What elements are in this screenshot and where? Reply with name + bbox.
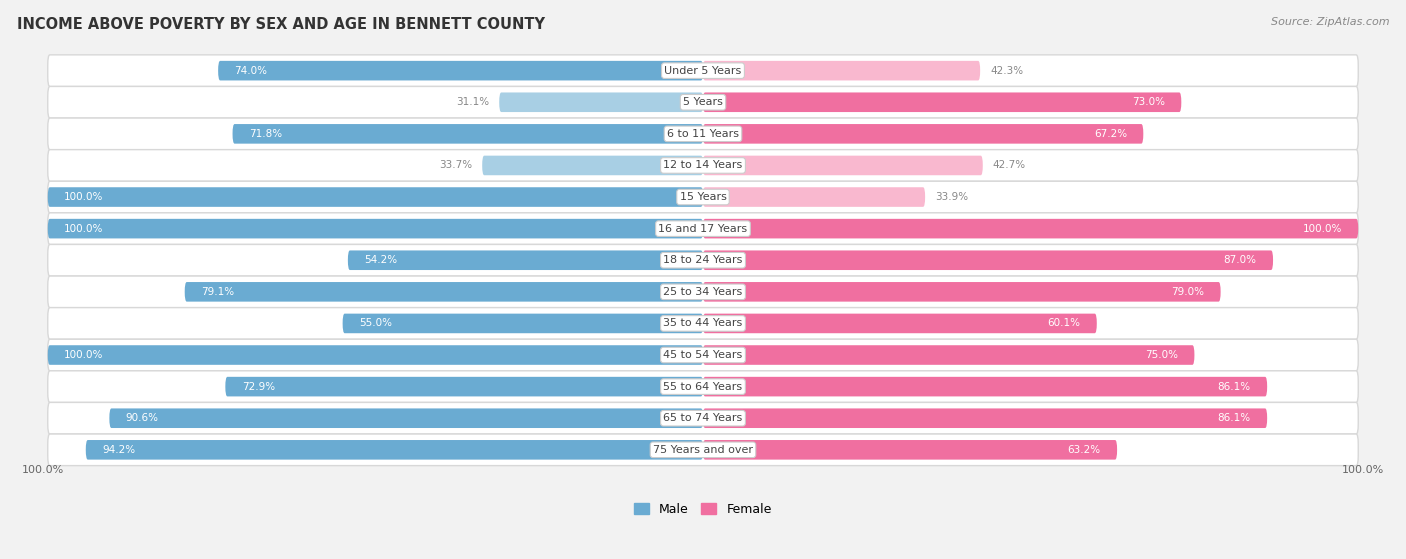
FancyBboxPatch shape [48,219,703,239]
Text: 74.0%: 74.0% [235,65,267,75]
FancyBboxPatch shape [48,213,1358,244]
Text: 67.2%: 67.2% [1094,129,1128,139]
Text: 100.0%: 100.0% [65,224,104,234]
FancyBboxPatch shape [703,155,983,175]
Text: 55.0%: 55.0% [359,319,392,329]
FancyBboxPatch shape [703,92,1181,112]
Text: 100.0%: 100.0% [1343,465,1385,475]
FancyBboxPatch shape [703,314,1097,333]
Text: 35 to 44 Years: 35 to 44 Years [664,319,742,329]
Text: 72.9%: 72.9% [242,382,274,392]
FancyBboxPatch shape [347,250,703,270]
Text: 42.7%: 42.7% [993,160,1026,170]
Text: 5 Years: 5 Years [683,97,723,107]
FancyBboxPatch shape [703,187,925,207]
Text: 42.3%: 42.3% [990,65,1024,75]
FancyBboxPatch shape [48,118,1358,150]
FancyBboxPatch shape [48,187,703,207]
Text: 75.0%: 75.0% [1144,350,1178,360]
Text: 33.9%: 33.9% [935,192,969,202]
FancyBboxPatch shape [48,276,1358,307]
FancyBboxPatch shape [703,409,1267,428]
Text: 54.2%: 54.2% [364,255,398,265]
FancyBboxPatch shape [48,150,1358,181]
Text: 73.0%: 73.0% [1132,97,1166,107]
FancyBboxPatch shape [703,440,1118,459]
Text: 60.1%: 60.1% [1047,319,1080,329]
Text: 86.1%: 86.1% [1218,382,1251,392]
FancyBboxPatch shape [110,409,703,428]
Text: 86.1%: 86.1% [1218,413,1251,423]
FancyBboxPatch shape [703,282,1220,302]
Text: 100.0%: 100.0% [1302,224,1341,234]
Text: 31.1%: 31.1% [457,97,489,107]
FancyBboxPatch shape [86,440,703,459]
FancyBboxPatch shape [499,92,703,112]
Text: 12 to 14 Years: 12 to 14 Years [664,160,742,170]
Text: 87.0%: 87.0% [1223,255,1257,265]
FancyBboxPatch shape [48,307,1358,339]
Text: 94.2%: 94.2% [103,445,135,455]
FancyBboxPatch shape [48,87,1358,118]
FancyBboxPatch shape [48,434,1358,466]
Text: 6 to 11 Years: 6 to 11 Years [666,129,740,139]
Text: Under 5 Years: Under 5 Years [665,65,741,75]
FancyBboxPatch shape [48,402,1358,434]
FancyBboxPatch shape [225,377,703,396]
Text: INCOME ABOVE POVERTY BY SEX AND AGE IN BENNETT COUNTY: INCOME ABOVE POVERTY BY SEX AND AGE IN B… [17,17,546,32]
Text: 100.0%: 100.0% [21,465,63,475]
Text: Source: ZipAtlas.com: Source: ZipAtlas.com [1271,17,1389,27]
Text: 63.2%: 63.2% [1067,445,1101,455]
FancyBboxPatch shape [48,55,1358,87]
FancyBboxPatch shape [48,244,1358,276]
FancyBboxPatch shape [48,345,703,365]
FancyBboxPatch shape [703,345,1195,365]
Text: 45 to 54 Years: 45 to 54 Years [664,350,742,360]
Text: 90.6%: 90.6% [125,413,159,423]
FancyBboxPatch shape [48,371,1358,402]
Text: 25 to 34 Years: 25 to 34 Years [664,287,742,297]
FancyBboxPatch shape [703,250,1272,270]
FancyBboxPatch shape [703,377,1267,396]
FancyBboxPatch shape [703,219,1358,239]
FancyBboxPatch shape [343,314,703,333]
Text: 100.0%: 100.0% [65,192,104,202]
FancyBboxPatch shape [48,181,1358,213]
Text: 100.0%: 100.0% [65,350,104,360]
FancyBboxPatch shape [482,155,703,175]
FancyBboxPatch shape [48,339,1358,371]
FancyBboxPatch shape [218,61,703,80]
Text: 75 Years and over: 75 Years and over [652,445,754,455]
Text: 65 to 74 Years: 65 to 74 Years [664,413,742,423]
FancyBboxPatch shape [703,124,1143,144]
Text: 79.1%: 79.1% [201,287,235,297]
Text: 79.0%: 79.0% [1171,287,1205,297]
Text: 16 and 17 Years: 16 and 17 Years [658,224,748,234]
Text: 55 to 64 Years: 55 to 64 Years [664,382,742,392]
Text: 15 Years: 15 Years [679,192,727,202]
Legend: Male, Female: Male, Female [630,498,776,521]
Text: 33.7%: 33.7% [439,160,472,170]
FancyBboxPatch shape [703,61,980,80]
FancyBboxPatch shape [232,124,703,144]
FancyBboxPatch shape [184,282,703,302]
Text: 18 to 24 Years: 18 to 24 Years [664,255,742,265]
Text: 71.8%: 71.8% [249,129,283,139]
